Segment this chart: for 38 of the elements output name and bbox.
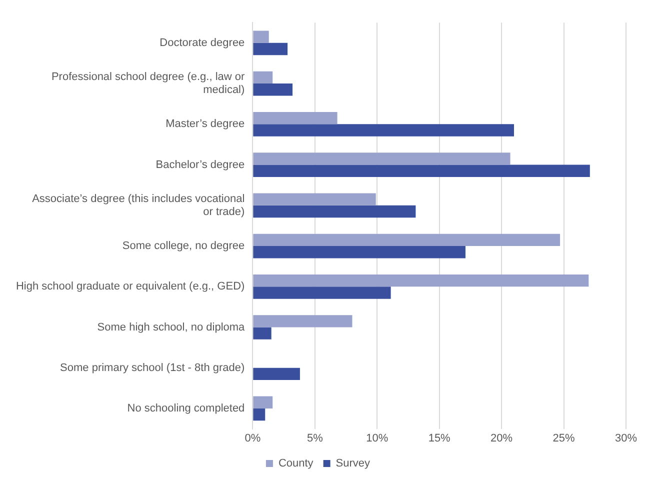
y-tick-label: No schooling completed [127, 402, 245, 415]
x-tick-label: 30% [614, 432, 638, 444]
bar [253, 124, 514, 136]
bar [253, 42, 288, 56]
y-tick-label: High school graduate or equivalent (e.g., GED) [16, 280, 245, 293]
legend-label: County [278, 458, 314, 470]
x-tick-label: 25% [552, 432, 575, 444]
y-tick-label: Master’s degree [166, 118, 245, 130]
bar [253, 246, 466, 258]
y-tick-label: Professional school degree (e.g., law or medical) [51, 70, 246, 96]
bar [253, 327, 272, 340]
y-tick-label: Some college, no degree [122, 240, 245, 252]
bar [253, 315, 352, 328]
bar [253, 234, 560, 246]
bar [253, 112, 338, 124]
bar [253, 30, 269, 43]
bar [253, 368, 300, 380]
legend-label: Survey [336, 458, 371, 470]
x-tick-label: 20% [490, 432, 513, 444]
bar [253, 71, 273, 84]
y-tick-label: Some primary school (1st - 8th grade) [60, 362, 245, 374]
y-tick-label: Some high school, no diploma [97, 321, 246, 334]
bar [253, 396, 273, 408]
x-tick-label: 0% [244, 432, 261, 444]
x-tick-label: 15% [428, 432, 451, 444]
y-tick-label: Associate’s degree (this includes vocational or trade) [32, 192, 245, 218]
x-tick-label: 10% [366, 432, 388, 444]
bar [253, 286, 391, 299]
bar [253, 274, 589, 287]
y-tick-label: Doctorate degree [160, 36, 245, 49]
bar [253, 164, 590, 177]
y-tick-label: Bachelor’s degree [156, 158, 245, 171]
x-tick-label: 5% [306, 432, 324, 444]
bar [253, 408, 266, 421]
bar [253, 84, 292, 96]
bar [253, 152, 510, 165]
bar [253, 193, 376, 206]
bar [253, 205, 416, 218]
